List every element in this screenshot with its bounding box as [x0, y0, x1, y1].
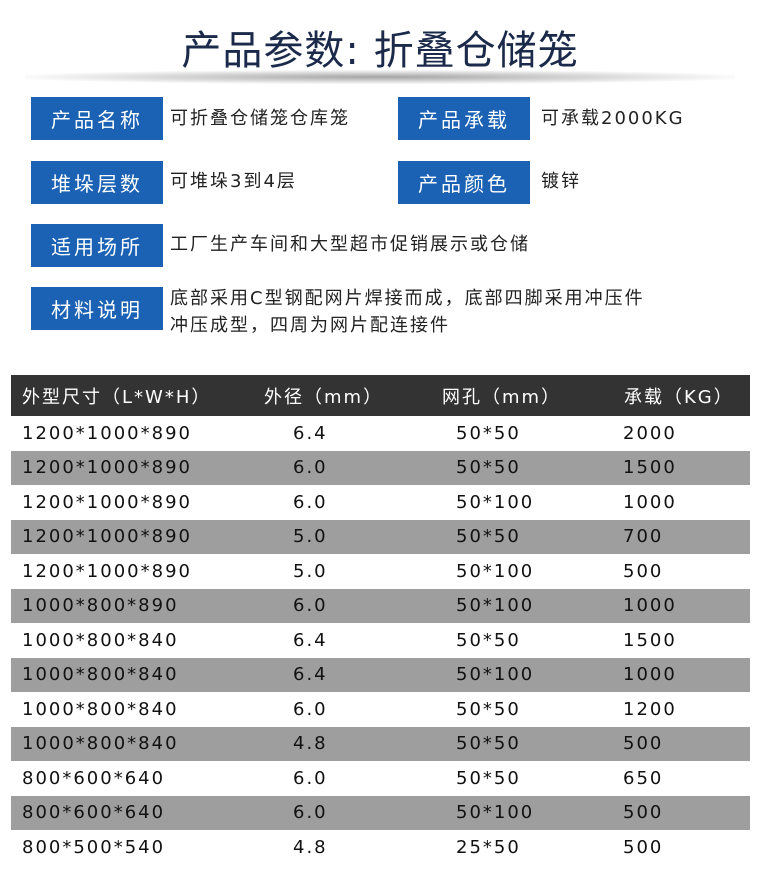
table-row: 1000*800*890 6.0 50*100 1000 — [11, 588, 750, 623]
cell-load: 2000 — [623, 416, 750, 451]
cell-size: 1000*800*840 — [11, 657, 263, 692]
param-value-usage: 工厂生产车间和大型超市促销展示或仓储 — [170, 234, 530, 255]
cell-load: 1000 — [623, 485, 750, 520]
cell-mesh: 50*50 — [441, 726, 623, 761]
cell-size: 1200*1000*890 — [11, 416, 263, 451]
cell-size: 1200*1000*890 — [11, 450, 263, 485]
cell-size: 1200*1000*890 — [11, 554, 263, 589]
table-row: 1000*800*840 6.4 50*100 1000 — [11, 657, 750, 692]
cell-size: 1200*1000*890 — [11, 485, 263, 520]
cell-diameter: 6.0 — [263, 588, 441, 623]
material-line-1: 底部采用C型钢配网片焊接而成，底部四脚采用冲压件 — [170, 288, 645, 309]
cell-diameter: 5.0 — [263, 554, 441, 589]
cell-diameter: 6.0 — [263, 485, 441, 520]
spec-table: 外型尺寸（L*W*H） 外径（mm） 网孔（mm） 承载（KG） 1200*10… — [11, 375, 750, 865]
cell-mesh: 50*50 — [441, 450, 623, 485]
table-row: 800*600*640 6.0 50*100 500 — [11, 795, 750, 830]
cell-diameter: 5.0 — [263, 519, 441, 554]
cell-load: 500 — [623, 554, 750, 589]
cell-mesh: 50*100 — [441, 657, 623, 692]
material-line-2: 冲压成型，四周为网片配连接件 — [170, 315, 450, 336]
param-value-name: 可折叠仓储笼仓库笼 — [170, 108, 350, 129]
table-row: 1200*1000*890 6.4 50*50 2000 — [11, 416, 750, 451]
cell-diameter: 6.0 — [263, 692, 441, 727]
header-mesh: 网孔（mm） — [441, 375, 623, 416]
param-value-color: 镀锌 — [541, 171, 581, 192]
cell-size: 1200*1000*890 — [11, 519, 263, 554]
cell-load: 500 — [623, 795, 750, 830]
cell-mesh: 50*50 — [441, 761, 623, 796]
cell-mesh: 50*50 — [441, 519, 623, 554]
table-row: 1000*800*840 4.8 50*50 500 — [11, 726, 750, 761]
cell-load: 500 — [623, 830, 750, 865]
table-header: 外型尺寸（L*W*H） 外径（mm） 网孔（mm） 承载（KG） — [11, 375, 750, 416]
page-title: 产品参数: 折叠仓储笼 — [181, 28, 579, 74]
table-row: 1200*1000*890 6.0 50*100 1000 — [11, 485, 750, 520]
param-value-material: 底部采用C型钢配网片焊接而成，底部四脚采用冲压件 冲压成型，四周为网片配连接件 — [170, 285, 645, 339]
table-row: 1000*800*840 6.4 50*50 1500 — [11, 623, 750, 658]
cell-size: 1000*800*840 — [11, 623, 263, 658]
cell-mesh: 25*50 — [441, 830, 623, 865]
table-row: 1000*800*840 6.0 50*50 1200 — [11, 692, 750, 727]
cell-diameter: 6.0 — [263, 761, 441, 796]
cell-diameter: 6.4 — [263, 416, 441, 451]
cell-diameter: 6.4 — [263, 657, 441, 692]
cell-load: 1500 — [623, 450, 750, 485]
cell-size: 1000*800*890 — [11, 588, 263, 623]
cell-mesh: 50*50 — [441, 623, 623, 658]
cell-load: 700 — [623, 519, 750, 554]
cell-size: 1000*800*840 — [11, 726, 263, 761]
table-row: 800*500*540 4.8 25*50 500 — [11, 830, 750, 865]
cell-mesh: 50*100 — [441, 485, 623, 520]
cell-diameter: 4.8 — [263, 830, 441, 865]
cell-mesh: 50*100 — [441, 554, 623, 589]
cell-size: 800*600*640 — [11, 761, 263, 796]
table-row: 1200*1000*890 5.0 50*50 700 — [11, 519, 750, 554]
param-label-color: 产品颜色 — [398, 161, 530, 204]
cell-size: 800*600*640 — [11, 795, 263, 830]
param-value-stack: 可堆垛3到4层 — [170, 171, 297, 192]
cell-mesh: 50*100 — [441, 795, 623, 830]
table-row: 1200*1000*890 5.0 50*100 500 — [11, 554, 750, 589]
cell-load: 1200 — [623, 692, 750, 727]
header-diameter: 外径（mm） — [263, 375, 441, 416]
cell-diameter: 6.0 — [263, 450, 441, 485]
table-row: 1200*1000*890 6.0 50*50 1500 — [11, 450, 750, 485]
cell-mesh: 50*100 — [441, 588, 623, 623]
cell-mesh: 50*50 — [441, 692, 623, 727]
cell-diameter: 4.8 — [263, 726, 441, 761]
cell-load: 1500 — [623, 623, 750, 658]
cell-load: 1000 — [623, 588, 750, 623]
header-load: 承载（KG） — [623, 375, 750, 416]
table-row: 800*600*640 6.0 50*50 650 — [11, 761, 750, 796]
param-label-stack: 堆垛层数 — [31, 161, 163, 204]
param-label-usage: 适用场所 — [31, 224, 163, 267]
cell-size: 1000*800*840 — [11, 692, 263, 727]
cell-diameter: 6.0 — [263, 795, 441, 830]
cell-load: 1000 — [623, 657, 750, 692]
title-divider — [25, 70, 735, 84]
param-label-name: 产品名称 — [31, 97, 163, 140]
param-label-material: 材料说明 — [31, 287, 163, 330]
cell-diameter: 6.4 — [263, 623, 441, 658]
cell-load: 500 — [623, 726, 750, 761]
cell-mesh: 50*50 — [441, 416, 623, 451]
param-label-load: 产品承载 — [398, 97, 530, 140]
cell-load: 650 — [623, 761, 750, 796]
header-size: 外型尺寸（L*W*H） — [11, 375, 263, 416]
param-value-load: 可承载2000KG — [541, 108, 685, 129]
cell-size: 800*500*540 — [11, 830, 263, 865]
